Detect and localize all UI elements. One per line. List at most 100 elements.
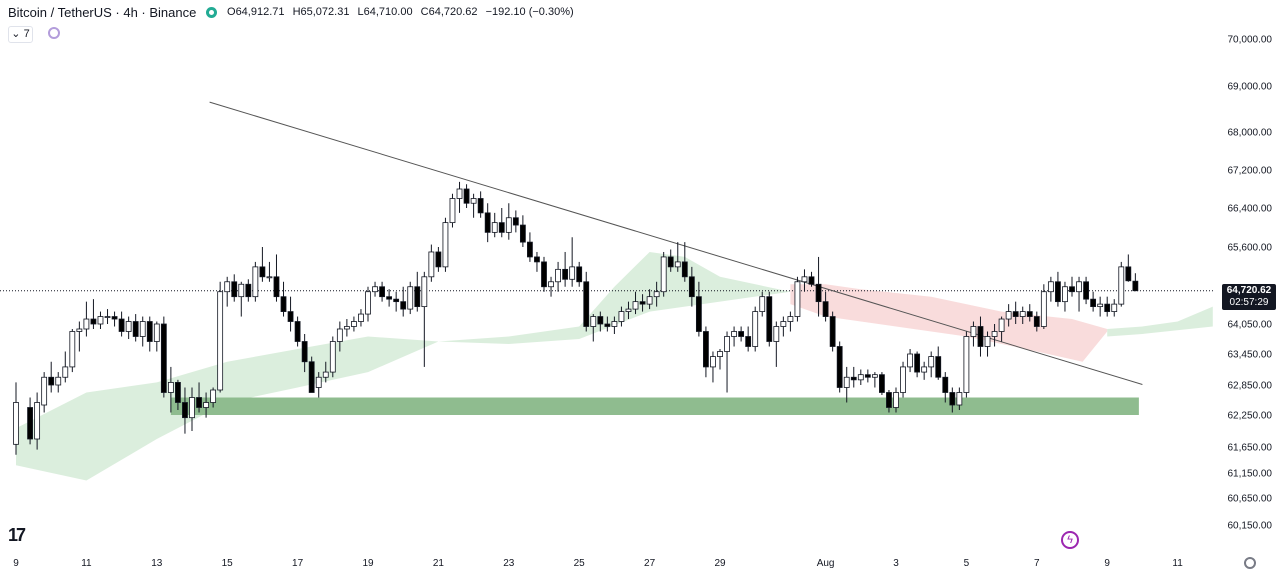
price-tick-label: 62,250.00 (1228, 411, 1273, 422)
candle-body (1118, 266, 1125, 305)
candle (829, 311, 836, 352)
indicator-settings-icon[interactable] (48, 27, 60, 39)
candle (928, 351, 935, 378)
candle-body (414, 286, 421, 308)
candle-body (104, 316, 111, 318)
candle (921, 361, 928, 380)
candle-body (900, 366, 906, 393)
candle (386, 289, 393, 307)
candle (456, 181, 463, 213)
candle (308, 356, 315, 393)
candle-body (541, 261, 547, 288)
candle (794, 276, 801, 322)
candle (189, 387, 195, 431)
time-tick-label: 11 (1172, 558, 1183, 569)
gear-icon[interactable] (1244, 557, 1256, 569)
candle-body (1012, 311, 1019, 317)
candle (421, 271, 428, 367)
tradingview-logo-icon[interactable]: 17 (8, 525, 26, 545)
candle (625, 301, 632, 320)
candle-body (745, 336, 752, 347)
candle (787, 311, 794, 332)
candle (48, 361, 55, 393)
candle-body (822, 301, 829, 317)
candle (512, 210, 519, 233)
candle (182, 387, 188, 434)
support-zone (170, 397, 1139, 415)
candle-body (970, 326, 977, 337)
candle-body (794, 281, 801, 317)
candle (1062, 281, 1068, 312)
candle (977, 316, 984, 357)
candle (224, 276, 231, 307)
market-status-icon[interactable] (206, 7, 217, 18)
candle-body (534, 256, 540, 263)
candle (76, 321, 83, 352)
candle-body (55, 376, 62, 386)
candle-body (372, 286, 378, 293)
candle (442, 217, 449, 272)
candle (435, 247, 442, 272)
candle (1104, 296, 1111, 317)
indicators-count: 7 (23, 28, 30, 40)
candle-body (449, 198, 456, 224)
candle (1019, 306, 1026, 324)
candle-body (132, 321, 139, 337)
candle-body (674, 261, 681, 268)
candle-body (991, 331, 998, 337)
time-tick-label: 9 (1104, 558, 1110, 569)
candle (822, 291, 829, 322)
candle-body (442, 222, 449, 268)
candle-body (118, 318, 125, 332)
candle-body (724, 336, 730, 352)
lightning-icon[interactable]: ϟ (1061, 531, 1079, 549)
symbol-title[interactable]: Bitcoin / TetherUS · 4h · Binance (8, 5, 197, 20)
candle-body (1069, 286, 1075, 293)
candle (273, 254, 280, 302)
indicators-toggle-button[interactable]: ⌄ 7 (8, 26, 33, 43)
candle-body (358, 313, 364, 322)
candle (871, 372, 878, 388)
candle (245, 279, 252, 302)
candle (1097, 296, 1104, 317)
candle-body (984, 336, 991, 347)
chart-header: Bitcoin / TetherUS · 4h · Binance O64,91… (0, 0, 1210, 24)
candle-body (351, 321, 357, 327)
candle-body (27, 407, 33, 440)
candle-body (34, 402, 41, 440)
candle-body (1132, 280, 1139, 292)
last-price-tag: 64,720.62 02:57:29 (1222, 284, 1276, 310)
candle (1090, 291, 1097, 312)
low-label: L (357, 6, 364, 18)
candle-body (555, 268, 561, 283)
candle (372, 281, 378, 297)
candle (548, 276, 554, 297)
candle-body (400, 301, 407, 310)
candle-body (48, 376, 55, 386)
time-tick-label: 9 (13, 558, 19, 569)
candle (519, 215, 526, 247)
candle-body (949, 392, 956, 406)
price-tick-label: 67,200.00 (1228, 166, 1273, 177)
candle (688, 266, 695, 307)
price-tick-label: 61,650.00 (1228, 443, 1273, 454)
candle (379, 281, 385, 302)
candle-body (1125, 266, 1132, 282)
time-tick-label: 5 (964, 558, 970, 569)
candle-body (224, 281, 231, 293)
candle-body (766, 296, 773, 342)
candle (745, 326, 752, 352)
candle (555, 261, 561, 292)
low-value: 64,710.00 (363, 6, 413, 18)
last-price-value: 64,720.62 (1226, 285, 1272, 296)
candle (463, 184, 470, 208)
time-tick-label: 7 (1034, 558, 1040, 569)
candle-body (893, 392, 899, 408)
open-value: 64,912.71 (235, 6, 285, 18)
candle (674, 242, 681, 272)
candle-body (815, 283, 822, 303)
candle-body (519, 224, 526, 243)
candle (259, 247, 266, 282)
candle (1026, 304, 1033, 322)
